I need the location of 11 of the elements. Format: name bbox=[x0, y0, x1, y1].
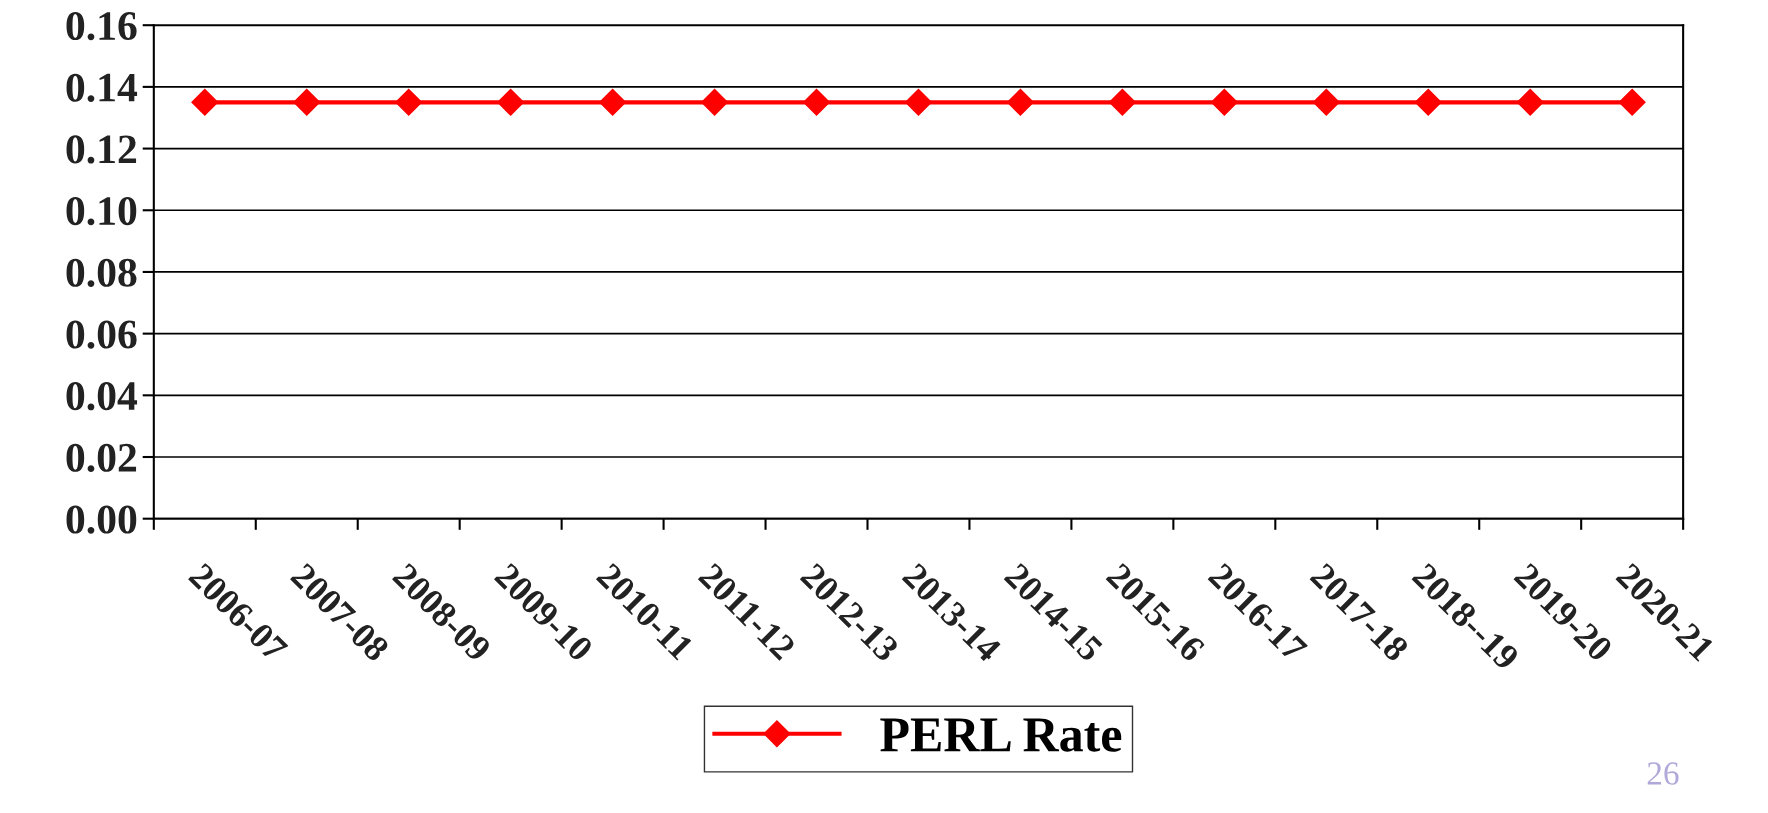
y-tick-label: 0.04 bbox=[66, 382, 138, 411]
y-tick-label: 0.08 bbox=[66, 258, 137, 287]
y-tick-label: 0.12 bbox=[66, 135, 137, 164]
y-tick-label: 0.16 bbox=[66, 11, 137, 41]
y-tick-label: 0.10 bbox=[66, 197, 137, 226]
y-tick-label: 0.02 bbox=[66, 443, 137, 473]
y-tick-label: 0.06 bbox=[66, 320, 137, 349]
text: 26 bbox=[1647, 762, 1679, 785]
y-tick-label: 0.14 bbox=[66, 73, 138, 102]
y-tick-label: 0.00 bbox=[66, 505, 137, 534]
legend-label: PERL Rate bbox=[880, 718, 1122, 752]
